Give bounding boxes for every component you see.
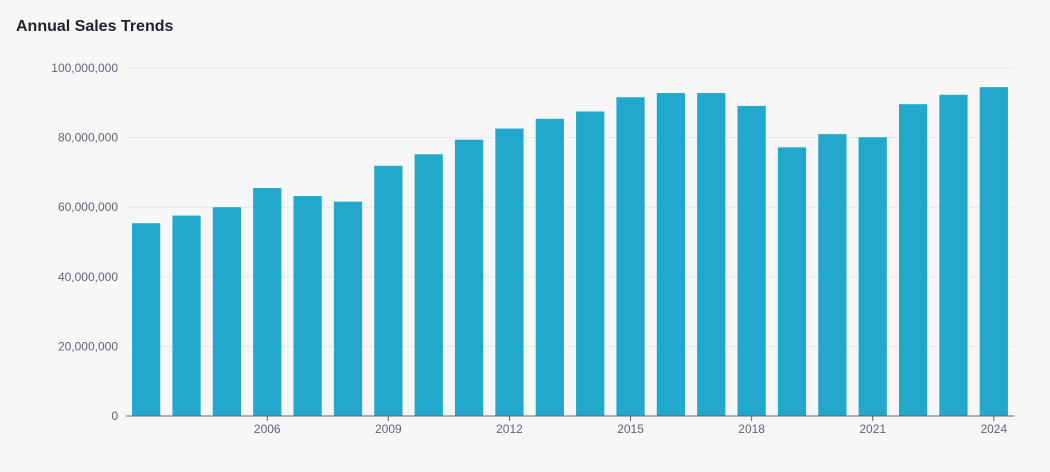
bar-2006 xyxy=(253,188,282,416)
bar-2017 xyxy=(697,93,726,416)
bar-2007 xyxy=(293,196,322,416)
bar-2005 xyxy=(212,207,242,416)
bar-2015 xyxy=(616,97,645,417)
bar-2012 xyxy=(495,128,524,416)
chart-title: Annual Sales Trends xyxy=(16,18,174,35)
y-tick-label: 0 xyxy=(111,409,118,423)
x-tick-label: 2024 xyxy=(980,422,1007,436)
x-tick-label: 2009 xyxy=(375,422,402,436)
x-tick-label: 2015 xyxy=(617,422,644,436)
bar-2018 xyxy=(737,105,766,416)
bar-2013 xyxy=(535,118,564,417)
bar-2022 xyxy=(898,104,928,416)
y-tick-label: 60,000,000 xyxy=(58,200,118,214)
y-tick-label: 40,000,000 xyxy=(58,270,118,284)
x-tick-label: 2006 xyxy=(254,422,281,436)
bar-2003 xyxy=(132,223,161,416)
bar-2020 xyxy=(818,134,847,416)
y-tick-label: 20,000,000 xyxy=(58,339,118,353)
bar-2023 xyxy=(939,94,968,417)
bar-2008 xyxy=(333,201,363,416)
bar-2016 xyxy=(656,93,686,416)
y-tick-label: 80,000,000 xyxy=(58,131,118,145)
bar-2014 xyxy=(576,111,605,416)
x-tick-label: 2018 xyxy=(738,422,765,436)
bar-2009 xyxy=(374,165,403,416)
x-tick-label: 2012 xyxy=(496,422,523,436)
bar-2010 xyxy=(414,154,443,416)
y-tick-label: 100,000,000 xyxy=(51,61,118,75)
x-tick-label: 2021 xyxy=(859,422,886,436)
bar-2019 xyxy=(777,147,807,416)
bar-2021 xyxy=(858,137,887,416)
bar-2011 xyxy=(454,139,484,417)
bar-2024 xyxy=(979,87,1008,416)
bar-2004 xyxy=(172,215,201,416)
